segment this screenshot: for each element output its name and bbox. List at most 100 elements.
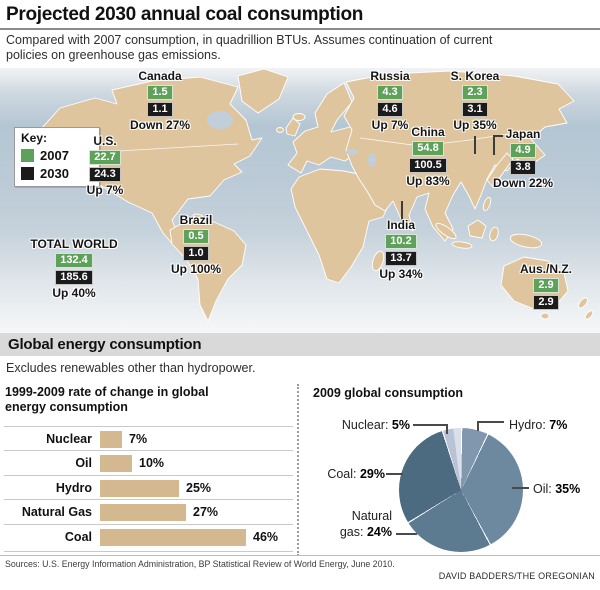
pie-callout-natural-gas: Natural gas: 24%	[300, 508, 392, 540]
row-separator	[4, 551, 293, 552]
map-label-india: India 10.2 13.7 Up 34%	[341, 219, 461, 281]
section-header-bar: Global energy consumption	[0, 333, 600, 356]
hydro-leader-h	[477, 421, 504, 423]
map-label-total-world: TOTAL WORLD 132.4 185.6 Up 40%	[4, 238, 144, 300]
bar	[100, 431, 122, 448]
pie-callout-coal: Coal: 29%	[290, 466, 385, 482]
section-note: Excludes renewables other than hydropowe…	[6, 361, 256, 375]
callout-label: Coal:	[327, 467, 360, 481]
credit-line: DAVID BADDERS/THE OREGONIAN	[438, 571, 595, 581]
map-label-russia: Russia 4.3 4.6 Up 7%	[330, 70, 450, 132]
title-rule	[0, 28, 600, 30]
key-title: Key:	[21, 131, 48, 145]
row-separator	[4, 475, 293, 476]
change-label: Up 35%	[453, 118, 497, 132]
java	[451, 241, 473, 249]
bar-value-label: 27%	[193, 505, 219, 519]
value-2030: 2.9	[533, 295, 559, 310]
caspian-sea	[368, 153, 376, 167]
total-world-name: TOTAL WORLD	[30, 237, 118, 251]
natural-gas-leader	[396, 533, 417, 535]
key-swatch-2007	[21, 149, 34, 162]
callout-value: 5%	[391, 418, 410, 432]
country-name: U.S.	[93, 134, 117, 148]
value-2007: 10.2	[385, 234, 417, 249]
value-2030: 100.5	[409, 158, 447, 173]
callout-value: 29%	[359, 467, 385, 481]
callout-label: Nuclear:	[341, 418, 392, 432]
key-swatch-2030	[21, 167, 34, 180]
callout-line2: gas:	[339, 525, 367, 539]
bar-row-natural-gas: Natural Gas 27%	[4, 504, 294, 521]
bar-value-label: 46%	[253, 530, 279, 544]
uk	[285, 117, 301, 137]
callout-value: 35%	[555, 482, 581, 496]
japan-leader-line-v	[493, 135, 495, 155]
bar-row-hydro: Hydro 25%	[4, 480, 294, 497]
coal-leader	[386, 473, 403, 475]
nuclear-leader-h	[413, 424, 447, 426]
value-2030: 3.8	[510, 160, 536, 175]
tasmania	[540, 312, 550, 320]
bar-category-label: Nuclear	[46, 432, 92, 446]
callout-label: Oil:	[533, 482, 556, 496]
change-label: Up 7%	[86, 183, 124, 197]
country-name: Russia	[370, 69, 410, 83]
country-name: Japan	[505, 127, 541, 141]
page-title: Projected 2030 annual coal consumption	[6, 4, 364, 25]
country-name: Canada	[138, 69, 182, 83]
bar	[100, 529, 246, 546]
sources-line: Sources: U.S. Energy Information Adminis…	[5, 559, 395, 569]
row-separator	[4, 450, 293, 451]
bar-row-oil: Oil 10%	[4, 455, 294, 472]
bar	[100, 504, 186, 521]
row-separator	[4, 499, 293, 500]
madagascar	[371, 250, 385, 272]
japan-leader-line-h	[493, 135, 503, 137]
change-label: Up 7%	[371, 118, 409, 132]
bar	[100, 455, 132, 472]
pie-chart	[399, 428, 523, 552]
value-2030: 24.3	[89, 167, 121, 182]
value-2007: 4.3	[377, 85, 403, 100]
bar-category-label: Natural Gas	[21, 505, 92, 519]
map-label-us: U.S. 22.7 24.3 Up 7%	[45, 135, 165, 197]
bar-category-label: Oil	[75, 456, 92, 470]
bar-row-nuclear: Nuclear 7%	[4, 431, 294, 448]
pie-callout-nuclear: Nuclear: 5%	[300, 417, 410, 433]
india-leader-line	[401, 201, 403, 220]
japan	[486, 152, 514, 188]
bar-category-label: Hydro	[55, 481, 92, 495]
map-label-china: China 54.8 100.5 Up 83%	[368, 126, 488, 188]
value-2007: 2.3	[462, 85, 488, 100]
new-zealand-south	[584, 310, 594, 320]
value-2030: 4.6	[377, 102, 403, 117]
key-label-2007: 2007	[40, 148, 69, 163]
pie-callout-oil: Oil: 35%	[533, 481, 580, 497]
change-label: Up 83%	[406, 174, 450, 188]
sumatra	[435, 222, 457, 240]
pie-chart-title: 2009 global consumption	[313, 386, 464, 400]
bar-value-label: 10%	[139, 456, 165, 470]
hydro-leader-v	[477, 421, 479, 431]
row-separator	[4, 524, 293, 525]
country-name: India	[386, 218, 415, 232]
callout-value: 24%	[366, 525, 392, 539]
row-separator	[4, 426, 293, 427]
subtitle-line1: Compared with 2007 consumption, in quadr…	[6, 33, 493, 47]
value-2007: 2.9	[533, 278, 559, 293]
key-label-2030: 2030	[40, 166, 69, 181]
bar-chart-title: 1999-2009 rate of change in global energ…	[5, 385, 209, 414]
bar-value-label: 25%	[186, 481, 212, 495]
value-2007: 22.7	[89, 150, 121, 165]
value-2007: 132.4	[55, 253, 93, 268]
callout-line1: Natural	[351, 509, 392, 523]
bar-category-label: Coal	[64, 530, 92, 544]
north-america	[39, 76, 263, 252]
caribbean	[192, 213, 204, 219]
value-2007: 54.8	[412, 141, 444, 156]
key-row-2007: 2007	[21, 148, 93, 163]
value-2007: 4.9	[510, 143, 536, 158]
skorea-leader-line	[474, 136, 476, 154]
value-2030: 3.1	[462, 102, 488, 117]
